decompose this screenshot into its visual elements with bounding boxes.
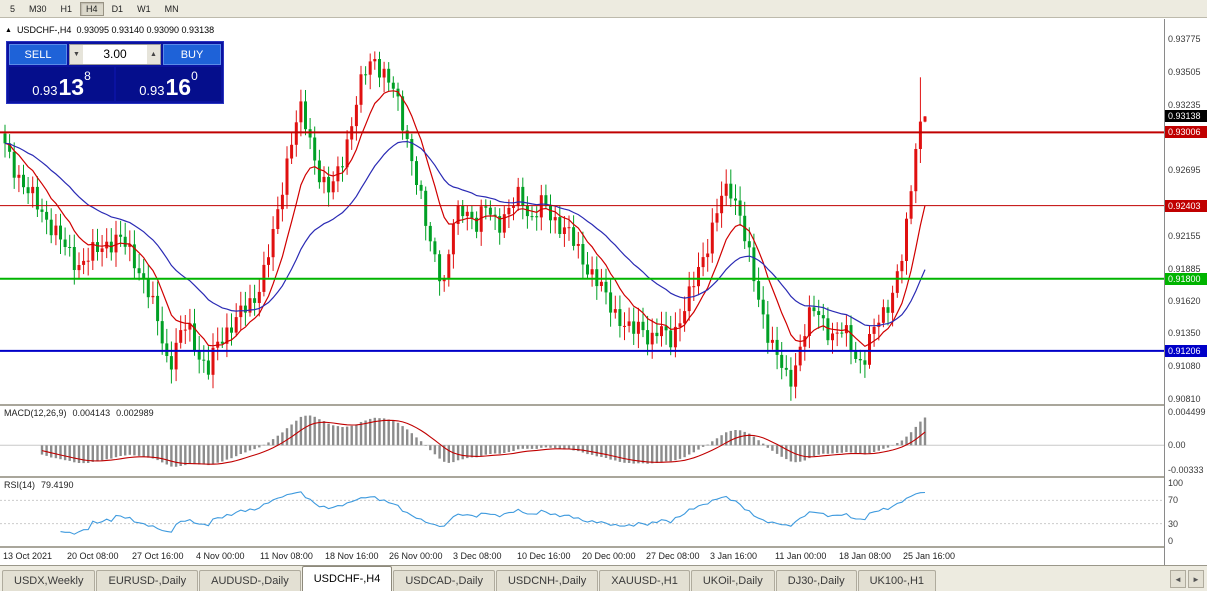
rsi-axis-tick: 70: [1168, 495, 1179, 505]
time-label: 11 Nov 08:00: [260, 551, 313, 561]
chart-tab-bar: USDX,Weekly EURUSD-,Daily AUDUSD-,Daily USD…: [0, 565, 1207, 591]
rsi-name: RSI(14): [4, 480, 36, 490]
panel-separator[interactable]: [0, 404, 1164, 406]
macd-value-main: 0.004143: [72, 408, 111, 418]
time-label: 26 Nov 00:00: [389, 551, 443, 561]
chart-tab-uk100-h1[interactable]: UK100-,H1: [857, 570, 937, 591]
timeframe-button-m30[interactable]: M30: [23, 2, 53, 16]
time-label: 10 Dec 16:00: [517, 551, 571, 561]
chart-tab-eurusd-daily[interactable]: EURUSD-,Daily: [96, 570, 199, 591]
buy-price-sup: 0: [191, 69, 198, 83]
sell-price-prefix: 0.93: [32, 83, 58, 98]
time-axis: 13 Oct 2021 20 Oct 08:00 27 Oct 16:00 4 Nov…: [0, 548, 1164, 565]
panel-separator[interactable]: [0, 476, 1164, 478]
chart-collapse-icon[interactable]: ▲: [5, 26, 12, 34]
tab-scroll-controls: ◄ ►: [1170, 570, 1204, 588]
chart-tab-usdx-weekly[interactable]: USDX,Weekly: [2, 570, 96, 591]
chart-symbol-label: USDCHF-,H4: [16, 25, 72, 35]
current-price-tag: 0.93138: [1165, 110, 1207, 122]
price-tick: 0.93775: [1168, 34, 1201, 44]
time-label: 13 Oct 2021: [3, 551, 53, 561]
time-label: 27 Oct 16:00: [132, 551, 184, 561]
price-tick: 0.91620: [1168, 296, 1201, 306]
candlestick-chart-canvas[interactable]: [0, 19, 1164, 404]
macd-axis-tick: -0.00333: [1168, 465, 1204, 475]
timeframe-button-5[interactable]: 5: [4, 2, 21, 16]
macd-label: MACD(12,26,9) 0.004143 0.002989: [4, 408, 154, 418]
macd-name: MACD(12,26,9): [4, 408, 67, 418]
price-tick: 0.90810: [1168, 394, 1201, 404]
timeframe-button-w1[interactable]: W1: [131, 2, 157, 16]
sell-price-display[interactable]: 0.93 13 8: [9, 67, 114, 101]
one-click-trading-panel: SELL ▼ 3.00 ▲ BUY 0.93 13 8 0.93: [6, 41, 224, 104]
chart-ohlc-values: 0.93095 0.93140 0.93090 0.93138: [76, 25, 215, 35]
sell-price-big: 13: [58, 74, 85, 100]
macd-axis-tick: 0.00: [1168, 440, 1186, 450]
price-level-tag: 0.93006: [1165, 126, 1207, 138]
time-label: 18 Nov 16:00: [325, 551, 379, 561]
rsi-label: RSI(14) 79.4190: [4, 480, 74, 490]
timeframe-button-mn[interactable]: MN: [159, 2, 185, 16]
chart-title: ▲ USDCHF-,H4 0.93095 0.93140 0.93090 0.9…: [5, 25, 214, 35]
time-label: 3 Jan 16:00: [710, 551, 758, 561]
price-tick: 0.93235: [1168, 100, 1201, 110]
rsi-panel-canvas[interactable]: [0, 478, 1164, 546]
volume-input[interactable]: 3.00: [103, 47, 127, 61]
timeframe-toolbar: 5 M30 H1 H4 D1 W1 MN: [0, 0, 1207, 18]
time-label: 3 Dec 08:00: [453, 551, 502, 561]
chart-tab-audusd-daily[interactable]: AUDUSD-,Daily: [199, 570, 301, 591]
price-level-tag: 0.92403: [1165, 200, 1207, 212]
sell-price-sup: 8: [84, 69, 91, 83]
time-label: 27 Dec 08:00: [646, 551, 700, 561]
volume-increase-button[interactable]: ▲: [147, 45, 160, 64]
price-tick: 0.91080: [1168, 361, 1201, 371]
price-level-tag: 0.91206: [1165, 345, 1207, 357]
panel-separator: [0, 546, 1164, 548]
chart-tab-ukoil-daily[interactable]: UKOil-,Daily: [690, 570, 775, 591]
time-label: 20 Oct 08:00: [67, 551, 119, 561]
buy-price-display[interactable]: 0.93 16 0: [116, 67, 221, 101]
volume-decrease-button[interactable]: ▼: [70, 45, 83, 64]
chart-tab-xauusd-h1[interactable]: XAUUSD-,H1: [599, 570, 690, 591]
volume-spinner: ▼ 3.00 ▲: [69, 44, 161, 65]
chart-tabs: USDX,Weekly EURUSD-,Daily AUDUSD-,Daily USD…: [0, 566, 937, 591]
price-level-tag: 0.91800: [1165, 273, 1207, 285]
tab-scroll-left-button[interactable]: ◄: [1170, 570, 1186, 588]
rsi-axis-tick: 30: [1168, 519, 1179, 529]
timeframe-button-d1[interactable]: D1: [106, 2, 130, 16]
rsi-value: 79.4190: [41, 480, 74, 490]
timeframe-button-h4[interactable]: H4: [80, 1, 104, 16]
macd-value-signal: 0.002989: [116, 408, 154, 418]
time-label: 18 Jan 08:00: [839, 551, 892, 561]
time-label: 25 Jan 16:00: [903, 551, 956, 561]
time-label: 11 Jan 00:00: [775, 551, 827, 561]
buy-price-big: 16: [165, 74, 192, 100]
rsi-axis-tick: 0: [1168, 536, 1174, 546]
price-tick: 0.92695: [1168, 165, 1201, 175]
macd-panel-canvas[interactable]: [0, 406, 1164, 476]
chart-tab-usdchf-h4[interactable]: USDCHF-,H4: [301, 566, 393, 591]
price-axis: 0.93775 0.93505 0.93235 0.92695 0.92155 0.918…: [1164, 19, 1207, 565]
timeframe-button-h1[interactable]: H1: [55, 2, 79, 16]
time-label: 4 Nov 00:00: [196, 551, 245, 561]
chart-tab-dj30-daily[interactable]: DJ30-,Daily: [775, 570, 857, 591]
plot-area: ▲ USDCHF-,H4 0.93095 0.93140 0.93090 0.9…: [0, 19, 1164, 565]
chart-tab-usdcad-daily[interactable]: USDCAD-,Daily: [393, 570, 495, 591]
tab-scroll-right-button[interactable]: ►: [1188, 570, 1204, 588]
rsi-axis-tick: 100: [1168, 478, 1184, 488]
sell-button[interactable]: SELL: [9, 44, 67, 65]
chart-region: ▲ USDCHF-,H4 0.93095 0.93140 0.93090 0.9…: [0, 19, 1207, 565]
price-tick: 0.91885: [1168, 264, 1201, 274]
chart-tab-usdcnh-daily[interactable]: USDCNH-,Daily: [495, 570, 599, 591]
macd-axis-tick: 0.004499: [1168, 407, 1206, 417]
time-label: 20 Dec 00:00: [582, 551, 636, 561]
price-tick: 0.93505: [1168, 67, 1201, 77]
price-tick: 0.92155: [1168, 231, 1201, 241]
price-tick: 0.91350: [1168, 328, 1201, 338]
buy-price-prefix: 0.93: [139, 83, 165, 98]
buy-button[interactable]: BUY: [163, 44, 221, 65]
